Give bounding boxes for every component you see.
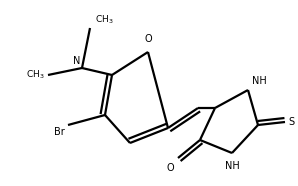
Text: O: O	[166, 163, 174, 173]
Text: CH$_3$: CH$_3$	[27, 69, 45, 81]
Text: NH: NH	[225, 161, 239, 171]
Text: O: O	[144, 34, 152, 44]
Text: Br: Br	[54, 127, 65, 137]
Text: S: S	[288, 117, 294, 127]
Text: NH: NH	[252, 76, 267, 86]
Text: CH$_3$: CH$_3$	[95, 14, 114, 26]
Text: N: N	[73, 56, 80, 66]
